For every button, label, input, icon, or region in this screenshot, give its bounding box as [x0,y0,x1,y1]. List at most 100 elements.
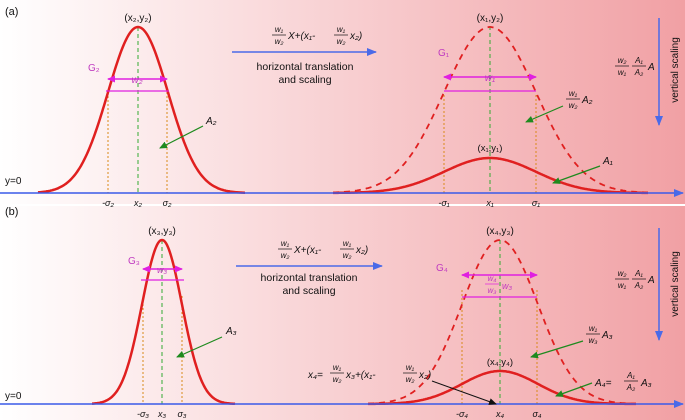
transform-line1: horizontal translation [257,61,354,73]
right-scaled-area-arrow [530,340,584,359]
area-num: A₁ [626,371,635,380]
formula-den-w: w₂ [275,37,284,46]
x4-den2: w₂ [406,375,415,384]
right-gaussian-curve [333,156,648,195]
right-peak-top-label: (x₁,y₂) [477,13,504,24]
formula-num-w2: w₁ [343,239,352,248]
scale-w-num: w₂ [618,269,627,278]
width-den: w₃ [488,286,497,295]
right-tick-sigma-minus: -σ₁ [438,198,449,208]
right-tick-sigma-plus: σ₄ [532,409,541,419]
right-tick-sigma-minus: -σ₄ [456,409,468,419]
area-eq: A₄= [594,378,612,389]
ratio-num: w₁ [589,324,598,333]
vertical-scaling-label: vertical scaling [670,251,681,317]
ratio-area: A₃ [601,330,613,341]
formula-x: X+(x₁- [293,245,322,256]
formula-tail: x₂) [355,245,368,256]
right-area-arrow [552,165,601,184]
right-peak-small-label: (x₄,y₄) [487,357,513,368]
vertical-scale-formula: w₂ w₁ A₁ A₂ A [615,56,655,77]
right-area-arrow [555,382,593,397]
right-scaled-area-label: w₁ w₂ A₂ [566,89,593,110]
left-tick-sigma-minus: -σ₂ [102,198,114,208]
panel-a: (a) y=0 (x₂,y₂) G₂ w₂ A₂ -σ₂ x₂ σ₂ w₁ w₂… [0,6,684,208]
scale-a-num: A₁ [634,269,643,278]
right-area-label: A₁ [602,156,613,167]
right-peak-small-label: (x₁,y₁) [478,143,503,154]
x4-mid: x₃+(x₁- [345,370,376,381]
right-width-label: w₁ [485,73,495,84]
formula-num-w: w₁ [275,25,284,34]
ratio-num: w₁ [569,89,578,98]
scale-a: A [647,275,655,286]
left-tick-x: x₃ [157,409,167,419]
panel-label: (a) [5,6,18,18]
x4-formula: x₄= w₁ w₂ x₃+(x₁- w₁ w₂ x₂) [307,363,431,384]
right-scaled-dashed-curve [368,239,636,405]
left-tick-sigma-minus: -σ₃ [137,409,149,419]
ratio-den: w₃ [589,336,598,345]
left-area-arrow [176,336,223,358]
left-area-label: A₃ [225,326,237,337]
vertical-scale-formula: w₂ w₁ A₁ A₂ A [615,269,655,290]
ratio-den: w₂ [569,101,578,110]
x4-den: w₂ [333,375,342,384]
right-width-label: w₄ w₃ w₃ [485,274,512,295]
left-gaussian-curve [37,25,245,194]
left-gaussian-curve [92,238,236,406]
transform-formula: w₁ w₂ X+(x₁- w₁ w₂ x₂) [278,239,368,260]
x4-arrow [431,380,497,405]
vertical-scaling-label: vertical scaling [670,37,681,103]
left-tick-sigma-plus: σ₂ [163,198,172,208]
y0-label: y=0 [5,176,22,187]
scale-w-den: w₁ [618,68,627,77]
width-num: w₄ [488,274,497,283]
left-width-label: w₃ [157,265,167,275]
width-tail: w₃ [502,281,512,291]
scale-a-den: A₂ [634,68,643,77]
formula-num-w2: w₁ [337,25,346,34]
right-area-formula: A₄= A₁ A₂ A₃ [594,371,652,392]
ratio-area: A₂ [581,95,593,106]
x4-num: w₁ [333,363,342,372]
transform-line2: and scaling [282,285,335,297]
y0-label: y=0 [5,391,22,402]
scale-a-den: A₂ [634,281,643,290]
right-peak-top-label: (x₄,y₃) [486,226,514,237]
formula-den-w2: w₂ [343,251,352,260]
area-tail: A₃ [640,378,652,389]
left-group-label: G₂ [88,63,100,74]
scale-w-num: w₂ [618,56,627,65]
right-scaled-area-label: w₁ w₃ A₃ [586,324,613,345]
right-group-label: G₄ [436,263,448,274]
transform-line2: and scaling [278,74,331,86]
formula-den-w2: w₂ [337,37,346,46]
left-group-label: G₃ [128,256,140,267]
right-gaussian-curve [368,369,636,406]
formula-tail: x₂) [349,31,362,42]
left-width-label: w₂ [131,75,142,86]
scale-a-num: A₁ [634,56,643,65]
right-tick-x: x₄ [495,409,505,419]
left-peak-label: (x₃,y₃) [148,226,176,237]
right-scaled-dashed-curve [333,26,648,194]
right-scaled-area-arrow [525,105,564,123]
scale-a: A [647,62,655,73]
x4-num2: w₁ [406,363,415,372]
transform-line1: horizontal translation [261,272,358,284]
transform-formula: w₁ w₂ X+(x₁- w₁ w₂ x₂) [272,25,362,46]
right-tick-x: x₁ [485,198,494,208]
panel-label: (b) [5,206,18,218]
formula-den-w: w₂ [281,251,290,260]
formula-x: X+(x₁- [287,31,316,42]
left-peak-label: (x₂,y₂) [124,13,151,24]
formula-num-w: w₁ [281,239,290,248]
x4-eq: x₄= [307,370,323,381]
right-tick-sigma-plus: σ₁ [532,198,540,208]
panel-b: (b) y=0 (x₃,y₃) G₃ w₃ A₃ -σ₃ x₃ σ₃ w₁ w₂… [0,206,684,419]
left-area-label: A₂ [205,116,217,127]
left-area-arrow [159,125,204,149]
x4-tail: x₂) [418,370,431,381]
